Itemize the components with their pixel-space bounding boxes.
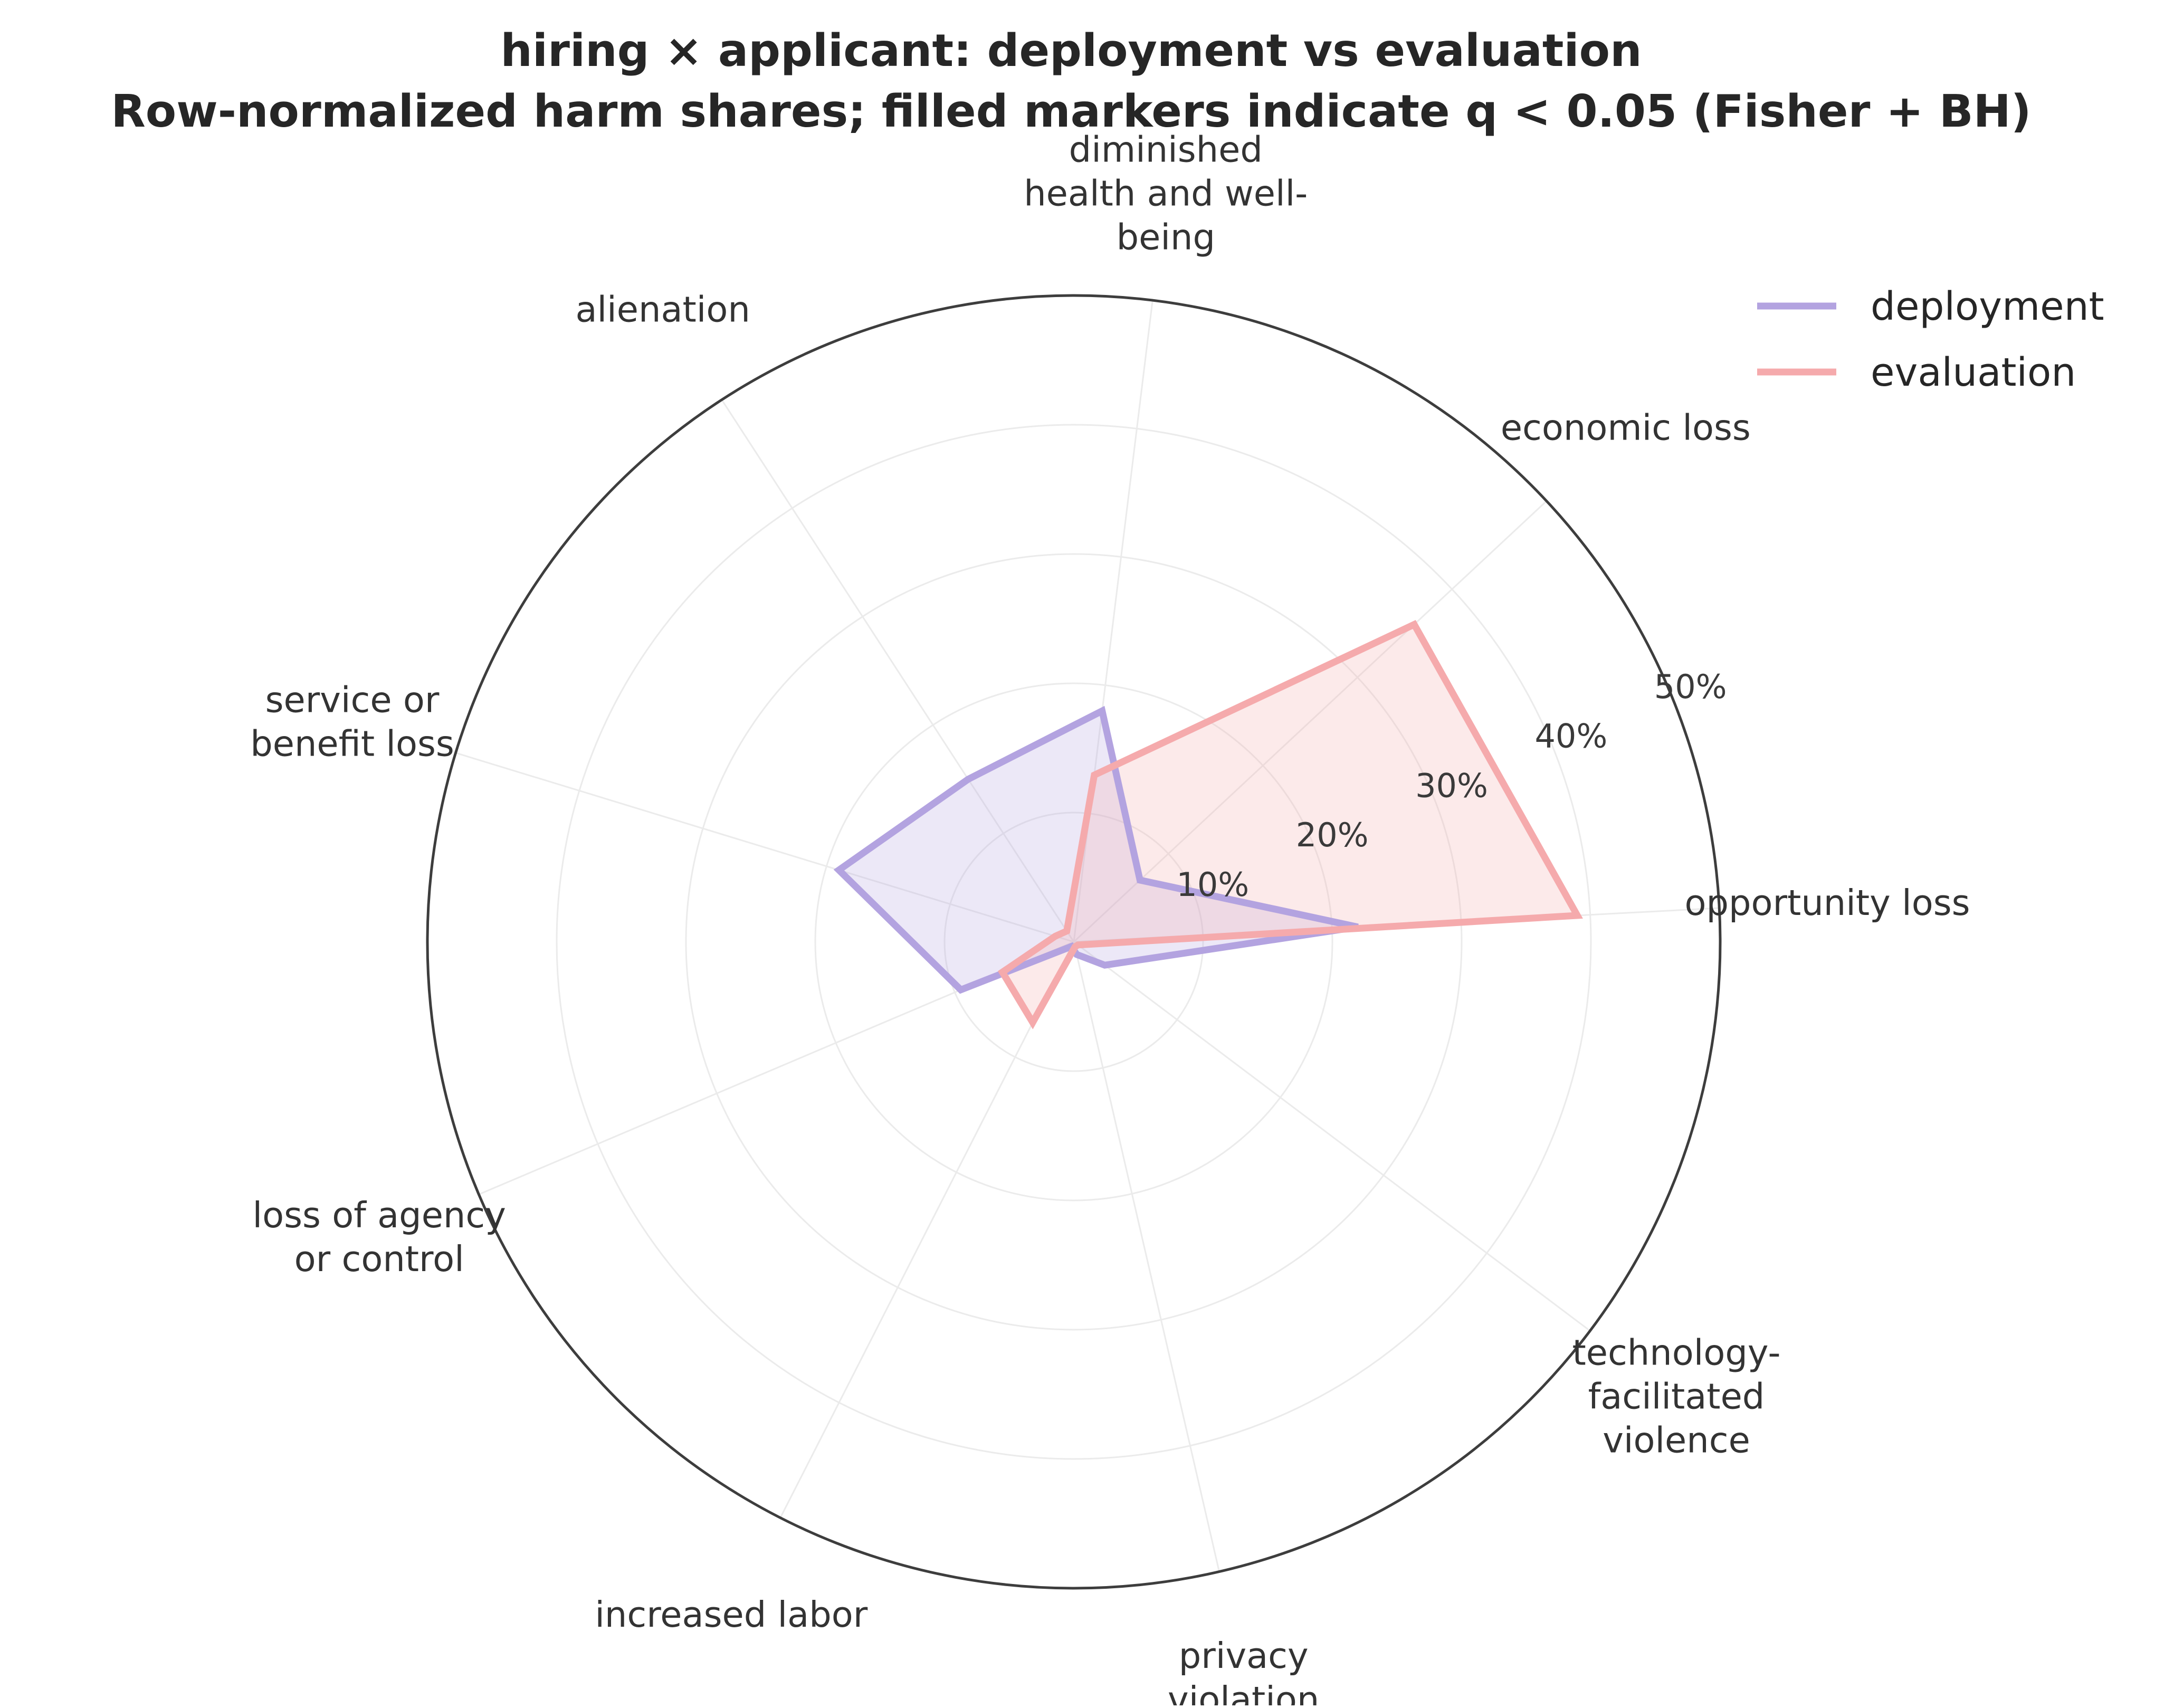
- r-tick-label-30: 30%: [1415, 766, 1488, 805]
- category-labels: opportunity loss economic loss diminished h…: [250, 129, 1970, 1708]
- grid-circle-4: [556, 424, 1592, 1460]
- category-label-line: opportunity loss: [1684, 882, 1970, 923]
- category-label-line: health and well-: [1024, 173, 1308, 214]
- radial-tick-labels: 10% 20% 30% 40% 50%: [1176, 667, 1727, 904]
- category-label-4: alienation: [576, 289, 750, 330]
- category-label-8: privacy violation: [1168, 1635, 1319, 1705]
- r-tick-label-20: 20%: [1296, 816, 1369, 854]
- series-line-evaluation: [997, 620, 1583, 1029]
- series-line-deployment: [833, 705, 1359, 994]
- grid-spoke-2: [1073, 500, 1547, 943]
- category-label-2: economic loss: [1501, 407, 1751, 449]
- grid-spoke-8: [1073, 941, 1221, 1572]
- category-label-line: or control: [294, 1238, 464, 1280]
- category-label-line: benefit loss: [250, 723, 454, 764]
- grid-circle-3: [685, 553, 1463, 1331]
- category-label-line: privacy: [1179, 1635, 1309, 1676]
- category-label-3: diminished health and well-being: [1024, 129, 1308, 258]
- category-label-line: being: [1117, 217, 1215, 258]
- category-label-line: violation: [1168, 1679, 1319, 1705]
- category-label-5: service or benefit loss: [250, 679, 454, 764]
- category-label-6: loss of agency or control: [253, 1195, 506, 1280]
- category-label-7: increased labor: [595, 1594, 867, 1635]
- category-label-line: alienation: [576, 289, 750, 330]
- category-label-1: opportunity loss: [1684, 882, 1970, 923]
- category-label-line: facilitated: [1588, 1376, 1765, 1417]
- grid-spoke-9: [1073, 941, 1591, 1332]
- legend: deployment evaluation: [1757, 284, 2104, 395]
- legend-label-deployment: deployment: [1871, 284, 2104, 329]
- category-label-9: technology-facilitated violence: [1572, 1332, 1780, 1461]
- grid-circle-1: [943, 812, 1204, 1072]
- category-label-line: service or: [265, 679, 440, 720]
- r-tick-label-10: 10%: [1176, 865, 1249, 904]
- r-tick-label-40: 40%: [1534, 717, 1607, 756]
- category-label-line: technology-: [1572, 1332, 1780, 1373]
- grid-spoke-4: [721, 399, 1075, 942]
- grid-circle-2: [814, 682, 1333, 1201]
- r-tick-label-50: 50%: [1654, 667, 1727, 706]
- category-label-line: diminished: [1069, 129, 1263, 170]
- series-layer: [833, 620, 1583, 1029]
- polar-frame: [426, 294, 1722, 1590]
- category-label-line: increased labor: [595, 1594, 867, 1635]
- legend-label-evaluation: evaluation: [1871, 350, 2076, 395]
- category-label-line: economic loss: [1501, 407, 1751, 449]
- category-label-line: loss of agency: [253, 1195, 506, 1236]
- chart-title-line1: hiring × applicant: deployment vs evalua…: [500, 25, 1642, 77]
- chart-title-line2: Row-normalized harm shares; filled marke…: [111, 85, 2031, 138]
- grid-spoke-5: [455, 752, 1074, 943]
- category-label-line: violence: [1603, 1420, 1750, 1461]
- grid-spoke-7: [779, 941, 1075, 1519]
